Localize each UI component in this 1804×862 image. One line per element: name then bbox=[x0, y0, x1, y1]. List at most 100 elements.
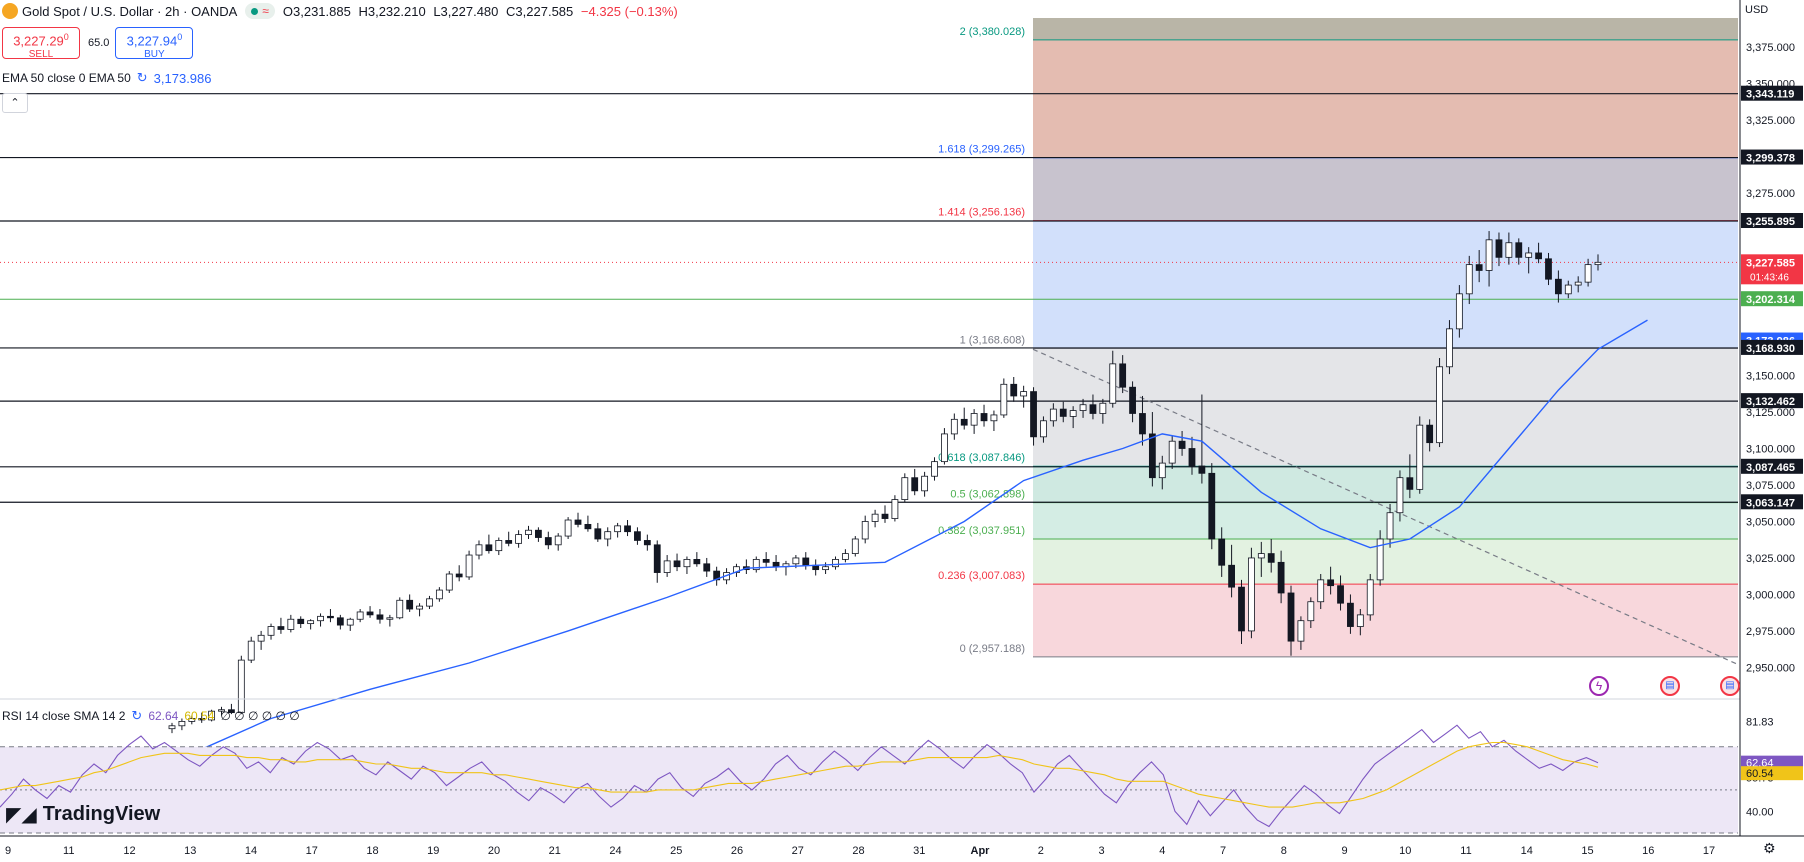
candle-body bbox=[435, 589, 443, 600]
market-status-pill[interactable]: ≈ bbox=[245, 3, 275, 19]
candle-135 bbox=[1505, 232, 1513, 265]
price-tick-11: 2,975.000 bbox=[1746, 626, 1795, 638]
candle-99 bbox=[1148, 412, 1156, 487]
candle-43 bbox=[594, 522, 602, 542]
candle-39 bbox=[554, 533, 562, 551]
candle-body bbox=[218, 709, 225, 712]
collapse-legend-button[interactable]: ⌃ bbox=[2, 93, 28, 113]
candle-100 bbox=[1158, 455, 1166, 490]
candle-2 bbox=[188, 715, 196, 725]
rsi-tag-bg bbox=[1741, 766, 1803, 781]
candle-body bbox=[1208, 472, 1216, 540]
price-tag-bg bbox=[1741, 149, 1803, 165]
candle-body bbox=[990, 414, 998, 422]
time-tick-24: 11 bbox=[1460, 845, 1471, 857]
candle-50 bbox=[663, 555, 671, 577]
price-axis[interactable]: 3,375.0003,350.0003,325.0003,275.0003,15… bbox=[1739, 0, 1804, 862]
candle-92 bbox=[1079, 398, 1087, 418]
candle-body bbox=[970, 413, 978, 426]
fib-zone-4 bbox=[1033, 348, 1738, 467]
candle-80 bbox=[960, 407, 968, 430]
candle-101 bbox=[1168, 435, 1176, 469]
candle-body bbox=[1584, 264, 1592, 283]
candle-body bbox=[1168, 440, 1176, 464]
event-bolt-icon[interactable]: ϟ bbox=[1589, 676, 1609, 696]
rsi-legend[interactable]: RSI 14 close SMA 14 2 ↻ 62.64 60.54 ∅ ∅ … bbox=[2, 708, 300, 724]
candle-body bbox=[841, 553, 849, 560]
candle-105 bbox=[1208, 463, 1216, 550]
time-axis[interactable]: 9 11 12 13 14 17 18 19 20 21 24 25 26 27 28 31 Apr 2 3 4 7 8 9… bbox=[0, 835, 1804, 862]
candle-body bbox=[1406, 477, 1414, 490]
candle-91 bbox=[1069, 406, 1077, 429]
time-tick-19: 4 bbox=[1159, 845, 1165, 857]
price-tag-label: 3,227.585 bbox=[1746, 257, 1795, 269]
time-tick-9: 21 bbox=[549, 845, 561, 857]
candle-body bbox=[544, 537, 552, 546]
candle-body bbox=[1069, 410, 1077, 417]
candle-body bbox=[1327, 579, 1335, 587]
candle-body bbox=[1554, 278, 1562, 295]
candle-94 bbox=[1099, 398, 1107, 424]
price-tick-6: 3,100.000 bbox=[1746, 444, 1795, 456]
candle-body bbox=[1465, 264, 1473, 295]
candle-124 bbox=[1396, 470, 1404, 522]
fib-zone-8 bbox=[1033, 584, 1738, 657]
candle-body bbox=[1287, 592, 1295, 642]
currency-selector[interactable]: USD bbox=[1745, 4, 1769, 16]
candle-128 bbox=[1436, 358, 1443, 448]
candle-body bbox=[168, 725, 176, 730]
candle-body bbox=[178, 721, 186, 727]
refresh-icon[interactable]: ↻ bbox=[136, 70, 148, 85]
candle-body bbox=[861, 521, 869, 540]
candle-body bbox=[1059, 408, 1067, 417]
candle-107 bbox=[1228, 544, 1235, 598]
candle-41 bbox=[574, 512, 582, 528]
buy-button[interactable]: 3,227.940 BUY bbox=[115, 27, 194, 60]
rsi-tag-label: 60.54 bbox=[1746, 768, 1774, 780]
candle-139 bbox=[1545, 252, 1552, 286]
price-tag-0: 3,343.119 bbox=[1741, 85, 1803, 101]
symbol-title[interactable]: Gold Spot / U.S. Dollar · 2h · OANDA bbox=[22, 3, 238, 19]
candle-body bbox=[564, 519, 572, 537]
event-us-flag-icon-2[interactable]: ▤ bbox=[1720, 676, 1740, 696]
candle-81 bbox=[970, 409, 978, 434]
candle-body bbox=[1485, 239, 1493, 271]
candle-body bbox=[406, 599, 414, 610]
candle-body bbox=[445, 573, 453, 591]
rsi-sma-legend-value: 60.54 bbox=[184, 709, 215, 723]
candle-body bbox=[1099, 402, 1107, 414]
market-open-dot-icon bbox=[251, 7, 259, 15]
price-tag-9: 3,063.147 bbox=[1741, 494, 1803, 510]
time-tick-8: 20 bbox=[488, 845, 500, 857]
event-us-flag-icon[interactable]: ▤ bbox=[1660, 676, 1680, 696]
candle-body bbox=[416, 605, 423, 610]
time-tick-25: 14 bbox=[1521, 845, 1533, 857]
candle-134 bbox=[1495, 232, 1503, 267]
candle-87 bbox=[1030, 387, 1037, 446]
candle-body bbox=[228, 709, 235, 714]
candle-body bbox=[1515, 242, 1523, 258]
ema-legend[interactable]: EMA 50 close 0 EMA 50 ↻ 3,173.986 bbox=[2, 70, 212, 86]
candle-body bbox=[802, 557, 810, 566]
sell-button[interactable]: 3,227.290 SELL bbox=[2, 27, 80, 60]
candle-141 bbox=[1564, 280, 1572, 299]
fib-label-3: 1 (3,168.608) bbox=[960, 334, 1025, 346]
candle-body bbox=[1594, 261, 1602, 266]
price-tag-8: 3,087.465 bbox=[1741, 458, 1803, 474]
settings-gear-icon[interactable]: ⚙ bbox=[1763, 840, 1776, 856]
candle-48 bbox=[643, 534, 651, 551]
candle-59 bbox=[752, 556, 760, 573]
rsi-refresh-icon[interactable]: ↻ bbox=[131, 708, 143, 723]
candle-30 bbox=[465, 550, 473, 580]
candle-body bbox=[198, 718, 206, 721]
price-tag-bg bbox=[1741, 393, 1803, 409]
buy-price: 3,227.94 bbox=[126, 33, 178, 49]
candle-71 bbox=[871, 509, 879, 528]
candle-98 bbox=[1139, 395, 1146, 446]
candle-62 bbox=[782, 560, 790, 576]
candle-body bbox=[822, 566, 829, 571]
time-tick-0: 9 bbox=[5, 845, 11, 857]
candle-136 bbox=[1515, 238, 1523, 265]
time-tick-5: 17 bbox=[306, 845, 318, 857]
